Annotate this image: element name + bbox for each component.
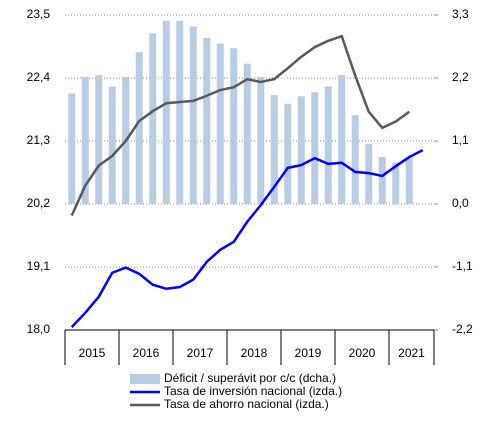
legend-swatch [130,374,160,384]
x-tick-label: 2017 [187,346,214,360]
y-tick-label: 23,5 [27,7,51,21]
bar [216,43,224,204]
bar [405,158,413,204]
bar [176,20,184,205]
x-tick-label: 2016 [133,346,160,360]
x-tick-label: 2015 [79,346,106,360]
bar [378,157,386,204]
x-tick-label: 2020 [349,346,376,360]
y2-tick-label: 2,2 [452,70,469,84]
bar [81,76,89,204]
line [70,34,410,216]
line [70,149,424,328]
bar [230,48,238,204]
y-tick-label: 20,2 [27,196,51,210]
y2-tick-label: 0,0 [452,196,469,210]
bar [243,63,251,204]
bar [338,75,346,205]
x-tick-label: 2019 [295,346,322,360]
bar [351,115,359,204]
bar [162,20,170,205]
legend-label: Déficit / superávit por c/c (dcha.) [164,371,336,385]
bar [284,103,292,204]
bar [324,86,332,204]
bar [108,86,116,204]
y-tick-label: 21,3 [27,133,51,147]
y-tick-label: 22,4 [27,70,51,84]
bar [270,95,278,204]
bar [189,26,197,205]
bar [68,93,76,204]
bar [392,162,400,204]
legend-label: Tasa de inversión nacional (izda.) [164,384,342,398]
bar [95,75,103,205]
y2-tick-label: -2,2 [452,322,473,336]
y-tick-label: 18,0 [27,322,51,336]
bar [149,33,157,205]
y-tick-label: 19,1 [27,259,51,273]
x-tick-label: 2018 [241,346,268,360]
y2-tick-label: 3,3 [452,7,469,21]
y2-tick-label: 1,1 [452,133,469,147]
bar [257,76,265,204]
y2-tick-label: -1,1 [452,259,473,273]
bar [203,37,211,205]
bar [311,92,319,204]
bar [135,52,143,205]
legend-label: Tasa de ahorro nacional (izda.) [164,397,329,411]
x-tick-label: 2021 [398,346,425,360]
bar [297,96,305,204]
